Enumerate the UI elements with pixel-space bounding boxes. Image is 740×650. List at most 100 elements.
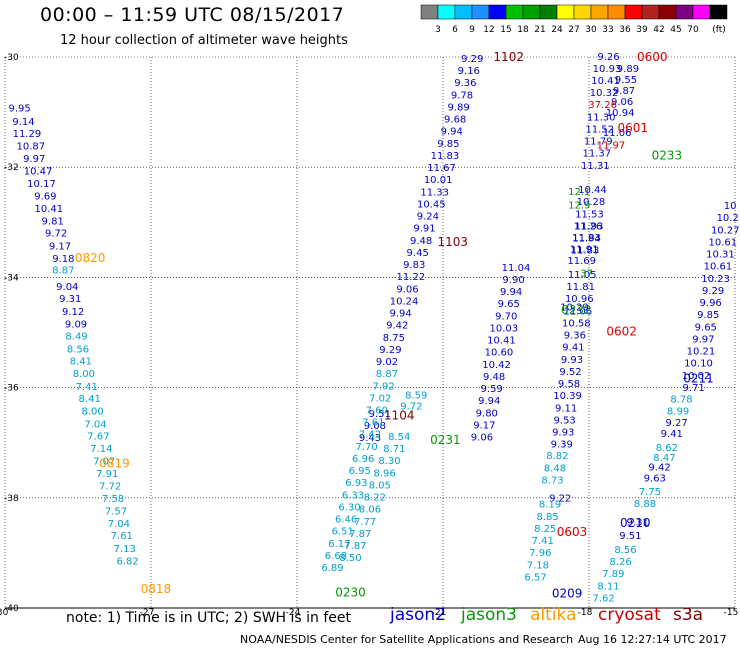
data-label: 7.96 [529, 548, 551, 559]
data-label: 10.42 [482, 360, 511, 371]
data-label: 9.97 [692, 334, 714, 345]
x-tick-label: -30 [0, 608, 9, 618]
data-label: 9.26 [597, 52, 619, 63]
data-label: 10.87 [16, 142, 45, 153]
data-label: 7.91 [96, 469, 118, 480]
colorbar-swatch [675, 4, 694, 20]
data-label: 7.41 [532, 536, 554, 547]
time-label: 0209 [552, 587, 583, 601]
legend-item-altika: altika [530, 605, 577, 625]
colorbar-swatch [488, 4, 507, 20]
data-label: 7.77 [354, 517, 376, 528]
x-tick-label: -15 [724, 608, 739, 618]
data-label: 8.88 [634, 499, 656, 510]
data-label: 9.95 [8, 104, 30, 115]
data-label: 9.52 [559, 367, 581, 378]
data-label: 11.30 [587, 112, 616, 123]
data-label: 9.58 [558, 379, 580, 390]
x-tick-label: -27 [140, 608, 155, 618]
colorbar-tick-label: 24 [551, 25, 563, 35]
data-label: 10.39 [553, 391, 582, 402]
data-label: 9.31 [627, 517, 649, 528]
colorbar-swatch [692, 4, 711, 20]
x-tick-label: -18 [578, 608, 593, 618]
data-label: 11.22 [397, 272, 426, 283]
y-tick-label: -34 [4, 273, 19, 283]
y-tick-label: -38 [4, 494, 19, 504]
data-label: 10.32 [590, 88, 619, 99]
data-label: 9.41 [562, 343, 584, 354]
data-label: 10.03 [490, 323, 519, 334]
colorbar-tick-label: 15 [500, 25, 511, 35]
data-label: 9.17 [49, 241, 71, 252]
data-label: 11.04 [502, 263, 531, 274]
data-label: 9.80 [476, 408, 498, 419]
data-label: 6.33 [342, 490, 364, 501]
data-label: 8.30 [378, 456, 400, 467]
data-label: 7.18 [527, 560, 549, 571]
data-label: 9.09 [65, 320, 87, 331]
data-label: 9.29 [702, 286, 724, 297]
data-label: 9.42 [648, 462, 670, 473]
time-label: 0601 [618, 121, 649, 135]
y-tick-label: -30 [4, 53, 19, 63]
data-label: 9.70 [495, 311, 517, 322]
data-label: 10.41 [487, 336, 516, 347]
data-label: 9.16 [458, 66, 480, 77]
data-label: 9.94 [390, 309, 412, 320]
data-label: 8.78 [670, 394, 692, 405]
data-label: 11.91 [570, 245, 599, 256]
data-label: 9.06 [471, 432, 493, 443]
data-label: 9.81 [42, 217, 64, 228]
chart-subtitle: 12 hour collection of altimeter wave hei… [60, 33, 348, 48]
data-label: 9.78 [451, 90, 473, 101]
data-label: 9.36 [564, 331, 586, 342]
data-label: 10.60 [485, 348, 514, 359]
data-label: 9.53 [554, 415, 576, 426]
colorbar-tick-label: 42 [653, 25, 664, 35]
data-label: 7.70 [355, 442, 377, 453]
data-label: 11.06 [563, 306, 592, 317]
data-label: 11.93 [575, 221, 604, 232]
data-label: 9.11 [555, 403, 577, 414]
colorbar-tick-label: 30 [585, 25, 597, 35]
data-label: 8.47 [653, 453, 675, 464]
colorbar-swatch [505, 4, 524, 20]
y-tick-label: -36 [4, 384, 19, 394]
time-label: 0233 [652, 148, 683, 162]
data-label: 7.67 [87, 431, 109, 442]
data-label: 9.72 [45, 229, 67, 240]
time-label: 0211 [683, 372, 714, 386]
data-label: 9.12 [62, 307, 84, 318]
data-label: 12.1 [568, 187, 590, 198]
data-label: 10 [724, 201, 737, 212]
data-label: 9.17 [473, 420, 495, 431]
data-label: 11.79 [584, 137, 613, 148]
data-label: 8.49 [65, 332, 87, 343]
data-label: 9.59 [481, 384, 503, 395]
colorbar-swatch [556, 4, 575, 20]
data-label: 6.82 [117, 556, 139, 567]
data-label: 10.93 [593, 64, 622, 75]
colorbar-tick-label: 12 [483, 25, 494, 35]
data-label: 7.02 [369, 393, 391, 404]
time-label: 0230 [335, 585, 366, 599]
data-label: 10.31 [706, 250, 735, 261]
data-label: 7.61 [111, 531, 133, 542]
data-label: 9.71 [683, 383, 705, 394]
data-label: 8.41 [79, 394, 101, 405]
data-label: 7.14 [90, 444, 112, 455]
data-label: 9.06 [611, 97, 633, 108]
data-label: 10.10 [684, 359, 713, 370]
data-label: 9.94 [441, 127, 463, 138]
credit-line: NOAA/NESDIS Center for Satellite Applica… [240, 633, 574, 646]
data-label: 10.27 [711, 225, 740, 236]
data-label: 11.06 [603, 128, 632, 139]
data-label: 9.02 [376, 357, 398, 368]
data-label: 11.83 [572, 233, 601, 244]
colorbar-swatch [420, 4, 439, 20]
colorbar-swatch [709, 4, 728, 20]
data-label: 9.94 [500, 287, 522, 298]
data-label: 9.45 [407, 248, 429, 259]
legend-item-s3a: s3a [673, 605, 704, 625]
